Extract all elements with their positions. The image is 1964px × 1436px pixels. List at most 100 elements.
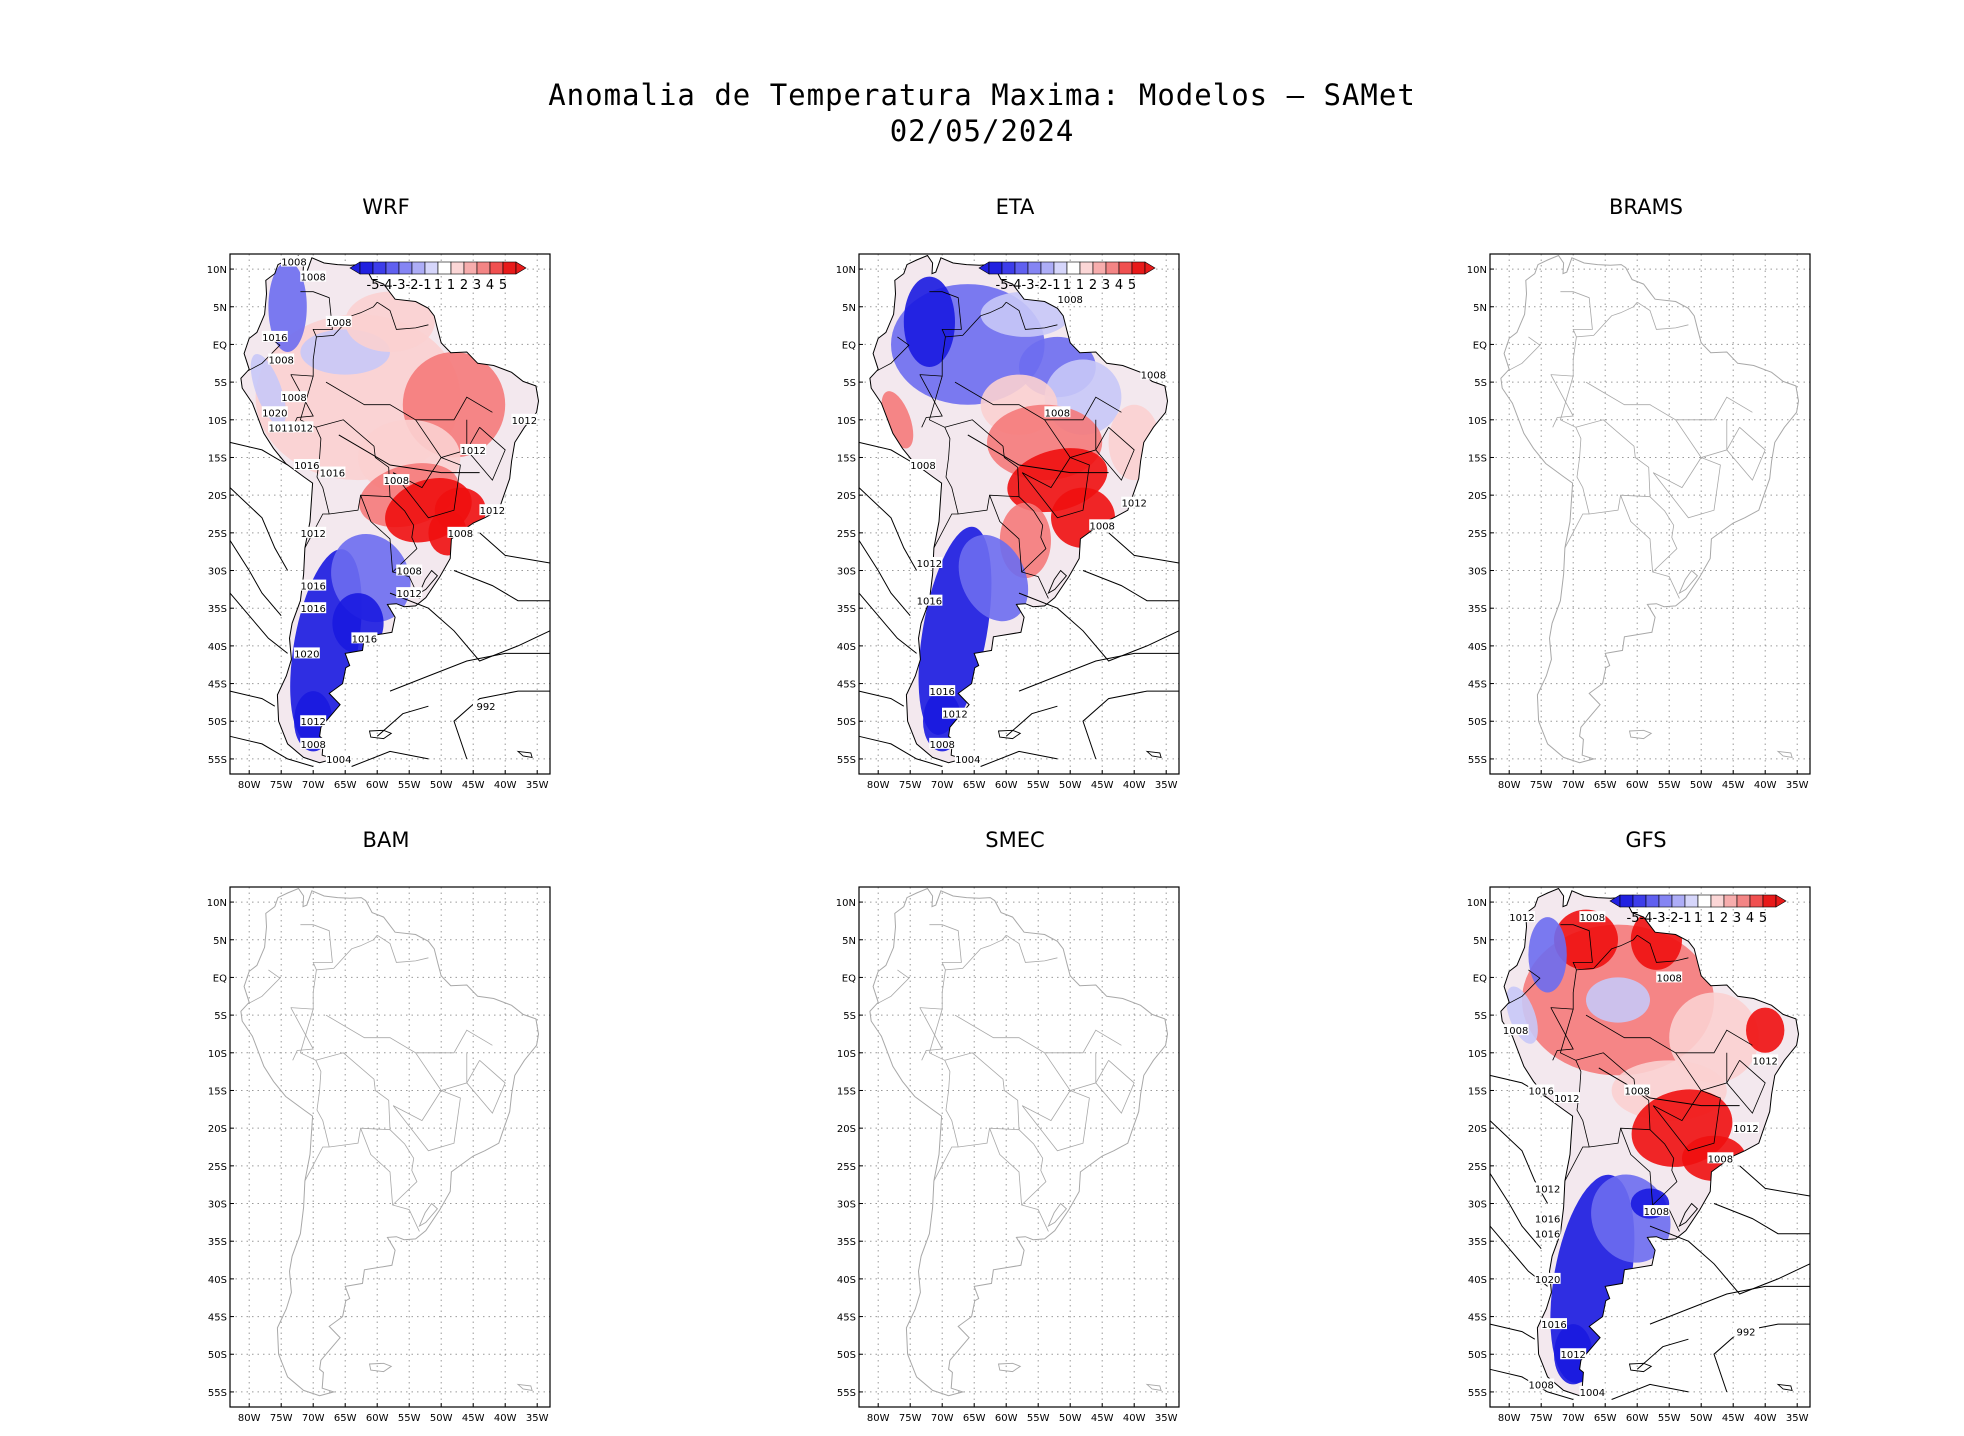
lat-tick-label: 50S bbox=[837, 1350, 856, 1361]
svg-text:1016: 1016 bbox=[300, 604, 325, 615]
lon-tick-label: 65W bbox=[963, 1413, 986, 1424]
country-border bbox=[928, 1008, 945, 1061]
lat-tick-label: 30S bbox=[1468, 1200, 1487, 1211]
lon-tick-label: 70W bbox=[1562, 780, 1585, 791]
lat-tick-label: 15S bbox=[208, 1086, 227, 1097]
country-border bbox=[1564, 1146, 1590, 1182]
lat-tick-label: 45S bbox=[208, 1313, 227, 1324]
isobar-label: 1020 bbox=[293, 647, 320, 660]
country-border bbox=[989, 495, 1049, 599]
svg-text:1008: 1008 bbox=[1624, 1086, 1649, 1097]
lon-tick-label: 75W bbox=[1530, 780, 1553, 791]
colorbar-swatch bbox=[1014, 261, 1029, 275]
anomaly-blob bbox=[958, 534, 1029, 622]
country-border bbox=[1005, 934, 1058, 963]
isobar-label: 1016 bbox=[1534, 1227, 1561, 1241]
map-gfs: 1012 100810081008101210161012100810121008… bbox=[1467, 886, 1811, 1424]
lat-tick-label: 55S bbox=[837, 755, 856, 766]
graticule bbox=[1490, 254, 1810, 774]
anomaly-blob bbox=[1108, 404, 1160, 481]
lat-tick-label: 50S bbox=[1468, 1350, 1487, 1361]
country-border bbox=[1560, 291, 1593, 338]
colorbar-tick-label: 1 bbox=[447, 278, 455, 293]
isobar-line bbox=[858, 540, 911, 617]
isobar-label: 1012 bbox=[479, 504, 506, 517]
island-outline bbox=[1145, 750, 1162, 758]
isobar-label: 1016 bbox=[300, 602, 327, 615]
svg-text:1008: 1008 bbox=[1503, 1026, 1528, 1037]
panel-brams: BRAMS 10N 5N EQ 5S 10S 15S 20S 25S 30S 35S 40S 45S 50… bbox=[1446, 195, 1846, 795]
lat-tick-label: 50S bbox=[837, 717, 856, 728]
svg-text:1016: 1016 bbox=[917, 597, 942, 608]
isobar-label: 1020 bbox=[1534, 1272, 1561, 1286]
colorbar: -5 -4 -3 -2 -1 1 1 2 3 4 5 bbox=[1609, 894, 1787, 926]
isobar-label: 1012 bbox=[1509, 911, 1535, 924]
colorbar-swatch bbox=[1079, 261, 1094, 275]
colorbar-swatch bbox=[476, 261, 491, 275]
lat-tick-label: 10S bbox=[208, 1049, 227, 1060]
coastline bbox=[869, 887, 1169, 1397]
lat-tick-label: 30S bbox=[208, 1200, 227, 1211]
country-border bbox=[1005, 301, 1058, 330]
lat-tick-label: 20S bbox=[1468, 491, 1487, 502]
svg-text:1008: 1008 bbox=[326, 318, 351, 329]
lat-tick-label: 40S bbox=[1468, 1275, 1487, 1286]
colorbar-swatch bbox=[1697, 894, 1712, 908]
svg-text:1016: 1016 bbox=[1535, 1215, 1560, 1226]
svg-text:1012: 1012 bbox=[396, 589, 421, 600]
lat-tick-label: 35S bbox=[208, 1237, 227, 1248]
svg-text:1020: 1020 bbox=[294, 649, 319, 660]
lat-tick-label: 5S bbox=[843, 1011, 856, 1022]
colorbar-swatch bbox=[1066, 261, 1081, 275]
isobar-line bbox=[1649, 1225, 1811, 1295]
colorbar-tick-label: 3 bbox=[473, 278, 481, 293]
svg-text:1008: 1008 bbox=[300, 740, 325, 751]
island-outline bbox=[1047, 1202, 1068, 1228]
colorbar-swatch bbox=[1736, 894, 1751, 908]
lat-tick-label: 40S bbox=[837, 1275, 856, 1286]
colorbar-swatch bbox=[398, 261, 413, 275]
colorbar-tick-label: 2 bbox=[460, 278, 468, 293]
lon-tick-label: 80W bbox=[238, 780, 261, 791]
lat-tick-label: 5S bbox=[214, 1011, 227, 1022]
country-border bbox=[1620, 1128, 1680, 1232]
title-line-1: Anomalia de Temperatura Maxima: Modelos … bbox=[548, 78, 1416, 112]
lat-tick-label: 30S bbox=[208, 567, 227, 578]
colorbar-swatch bbox=[1105, 261, 1120, 275]
country-border bbox=[1649, 1129, 1678, 1206]
island-outline bbox=[418, 1202, 439, 1228]
lat-tick-label: 30S bbox=[1468, 567, 1487, 578]
svg-text:1008: 1008 bbox=[1045, 408, 1070, 419]
isobar-label: 1008 bbox=[1089, 519, 1116, 532]
lon-tick-label: 45W bbox=[1091, 780, 1114, 791]
isobar-label: 1016 bbox=[1541, 1318, 1567, 1331]
svg-text:1012: 1012 bbox=[1535, 1184, 1560, 1195]
island-outline bbox=[1145, 1383, 1162, 1391]
country-border bbox=[376, 301, 429, 330]
isobar-label: 1008 bbox=[383, 474, 410, 487]
svg-text:1012: 1012 bbox=[480, 506, 505, 517]
colorbar-tick-label: 1 bbox=[1063, 278, 1071, 293]
country-border bbox=[1652, 1090, 1721, 1152]
svg-text:992: 992 bbox=[1736, 1328, 1755, 1339]
colorbar-swatch bbox=[450, 261, 465, 275]
colorbar-swatch bbox=[437, 261, 452, 275]
colorbar-tick-label: -2 bbox=[1035, 278, 1048, 293]
isobar-label: 1004 bbox=[954, 752, 981, 766]
isobar-label: 1012 bbox=[1534, 1182, 1561, 1195]
isobar-line bbox=[1489, 1173, 1542, 1250]
map-frame bbox=[229, 253, 551, 775]
anomaly-blob bbox=[903, 276, 955, 368]
title-line-2: 02/05/2024 bbox=[889, 114, 1075, 148]
country-border bbox=[1044, 419, 1097, 458]
lat-tick-label: 35S bbox=[1468, 1237, 1487, 1248]
country-border bbox=[944, 419, 1020, 515]
lat-tick-label: 15S bbox=[208, 453, 227, 464]
lon-tick-label: 80W bbox=[238, 1413, 261, 1424]
colorbar-tick-label: 5 bbox=[499, 278, 507, 293]
lon-tick-label: 50W bbox=[430, 780, 453, 791]
country-border bbox=[1675, 1052, 1728, 1091]
isobar-label: 1016 bbox=[300, 579, 327, 593]
svg-text:1008: 1008 bbox=[448, 529, 473, 540]
colorbar-swatch bbox=[1040, 261, 1055, 275]
